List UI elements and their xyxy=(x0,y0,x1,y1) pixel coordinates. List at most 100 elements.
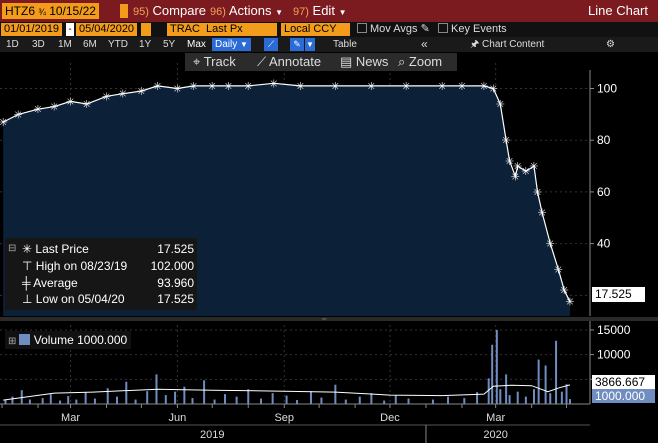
volume-bar xyxy=(334,384,337,404)
volume-bar xyxy=(565,384,568,404)
annotate-tool[interactable]: ⟋ Annotate xyxy=(257,54,322,69)
price-point: ✳ xyxy=(189,80,198,93)
mov-avgs-checkbox[interactable] xyxy=(357,23,367,33)
price-point: ✳ xyxy=(565,296,574,309)
edit-button[interactable]: 97) Edit ▼ xyxy=(293,3,347,18)
volume-bar xyxy=(508,395,511,404)
low-marker-icon: ⊥ xyxy=(22,292,33,306)
volume-bar xyxy=(260,398,263,404)
dropdown-caret[interactable] xyxy=(120,4,128,18)
range-1d[interactable]: 1D xyxy=(6,39,19,50)
volume-bar xyxy=(309,391,312,404)
volume-last-tag: 1000.000 xyxy=(592,389,655,403)
key-events-checkbox[interactable] xyxy=(438,23,448,33)
legend-low-label: ⊥ Low on 05/04/20 xyxy=(22,292,125,306)
price-point: ✳ xyxy=(505,155,514,168)
chart-toolbar xyxy=(185,53,457,71)
key-events-toggle[interactable]: Key Events xyxy=(438,22,507,37)
x-tick-label: Dec xyxy=(380,412,400,424)
volume-value: 1000.000 xyxy=(77,333,128,347)
price-point: ✳ xyxy=(296,80,305,93)
line-chart-icon[interactable]: ⟋ xyxy=(264,38,278,51)
volume-bar xyxy=(213,399,216,404)
chart-content-button[interactable]: 🖈 Chart Content xyxy=(470,39,545,50)
legend-low-value: 17.525 xyxy=(157,292,194,306)
ticker-field[interactable]: HTZ6 ¾ 10/15/22 xyxy=(2,3,99,19)
collapse-chevrons-icon[interactable]: « xyxy=(421,37,428,51)
pencil-icon[interactable]: ✎ xyxy=(420,23,430,35)
price-point: ✳ xyxy=(521,165,530,178)
price-point: ✳ xyxy=(14,108,23,121)
price-point: ✳ xyxy=(118,88,127,101)
volume-bar xyxy=(544,365,547,404)
currency-select[interactable]: Local CCY xyxy=(281,23,341,36)
range-3d[interactable]: 3D xyxy=(32,39,45,50)
news-tool[interactable]: ▤ News xyxy=(340,54,389,69)
volume-bar xyxy=(491,344,494,404)
currency-caret[interactable] xyxy=(340,23,350,36)
price-point: ✳ xyxy=(82,98,91,111)
volume-bar xyxy=(549,393,552,404)
volume-bar xyxy=(235,396,238,404)
x-tick-label: Mar xyxy=(61,412,80,424)
price-point: ✳ xyxy=(33,103,42,116)
draw-icon[interactable]: ✎ xyxy=(290,38,304,51)
range-ytd[interactable]: YTD xyxy=(108,39,128,50)
volume-bar xyxy=(67,396,70,404)
range-1y[interactable]: 1Y xyxy=(139,39,152,50)
price-point: ✳ xyxy=(513,160,522,173)
volume-bar xyxy=(370,393,373,404)
legend-collapse[interactable]: ⊟ xyxy=(8,243,17,254)
volume-bar xyxy=(560,391,563,404)
price-point: ✳ xyxy=(102,90,111,103)
volume-bar xyxy=(146,391,149,404)
gear-icon[interactable]: ⚙ xyxy=(606,39,615,50)
legend-avg-label: ╪ Average xyxy=(22,276,78,290)
range-6m[interactable]: 6M xyxy=(83,39,97,50)
line-chart[interactable]: ✳✳ ✳ ✳ ✳ ✳✳ ✳ ✳ ✳ ✳ ✳ ✳ ✳ ✳ ✳ ✳ ✳ ✳ ✳ ✳ ✳ ✳ ✳✳✳✳✳✳✳✳✳✳✳✳✳✳100… xyxy=(0,52,658,443)
price-field-select[interactable]: Last Px xyxy=(203,23,269,36)
volume-bar xyxy=(41,398,44,404)
price-point: ✳ xyxy=(173,83,182,96)
price-point: ✳ xyxy=(367,80,376,93)
range-5y[interactable]: 5Y xyxy=(163,39,176,50)
x-tick-label: Sep xyxy=(274,412,294,424)
price-point: ✳ xyxy=(560,284,569,297)
volume-bar xyxy=(499,389,502,404)
trac-field[interactable]: TRAC xyxy=(167,23,203,36)
volume-bar xyxy=(532,389,535,404)
end-date-calendar[interactable] xyxy=(141,23,151,36)
function-bar xyxy=(0,0,658,22)
frequency-select[interactable]: Daily ▼ xyxy=(212,38,251,51)
volume-bar xyxy=(164,395,167,404)
volume-bar xyxy=(447,396,450,404)
volume-bar xyxy=(555,340,558,404)
mov-avgs-toggle[interactable]: Mov Avgs ✎ xyxy=(357,22,430,37)
price-point: ✳ xyxy=(224,80,233,93)
edit-chevron-icon: ▼ xyxy=(338,8,347,17)
price-field-caret[interactable] xyxy=(267,23,277,36)
compare-button[interactable]: 95) Compare xyxy=(133,3,206,18)
end-date-field[interactable]: 05/04/2020 xyxy=(76,23,138,36)
zoom-tool[interactable]: ⌕ Zoom xyxy=(398,54,443,69)
price-point: ✳ xyxy=(0,116,8,129)
actions-button[interactable]: 96) Actions ▼ xyxy=(210,3,283,18)
range-1m[interactable]: 1M xyxy=(58,39,72,50)
star-icon: ✳ xyxy=(22,242,33,256)
table-button[interactable]: Table xyxy=(333,39,357,50)
volume-bar xyxy=(524,396,527,404)
average-marker-icon: ╪ xyxy=(22,276,31,290)
track-tool[interactable]: ⌖ Track xyxy=(193,54,236,69)
legend-last-label: ✳ Last Price xyxy=(22,242,89,256)
legend-avg-value: 93.960 xyxy=(157,276,194,290)
price-point: ✳ xyxy=(66,95,75,108)
volume-bar xyxy=(4,400,7,404)
legend-expand[interactable]: ⊞ xyxy=(8,336,17,347)
volume-bar xyxy=(134,399,137,404)
start-date-field[interactable]: 01/01/2019 xyxy=(1,23,63,36)
range-max[interactable]: Max xyxy=(187,39,206,50)
price-point: ✳ xyxy=(153,80,162,93)
legend-last-value: 17.525 xyxy=(157,242,194,256)
volume-average-line xyxy=(3,384,571,401)
draw-caret-icon[interactable]: ▼ xyxy=(305,38,315,51)
